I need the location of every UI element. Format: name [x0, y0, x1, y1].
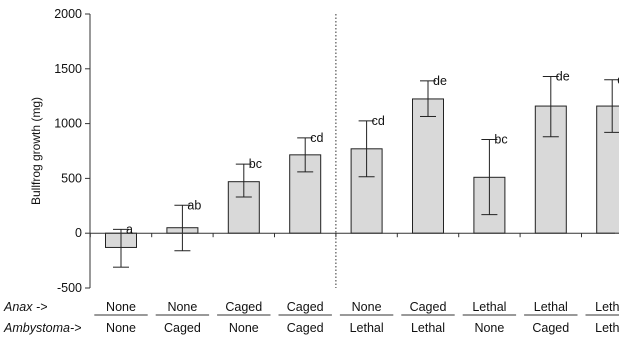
treatment-label: Lethal — [595, 321, 619, 335]
treatment-label: None — [106, 300, 136, 314]
significance-label: cd — [310, 131, 323, 145]
treatment-label: Caged — [287, 321, 324, 335]
treatment-label: None — [229, 321, 259, 335]
y-axis-label: Bullfrog growth (mg) — [29, 97, 43, 205]
treatment-label: None — [474, 321, 504, 335]
y-tick-label: 2000 — [54, 7, 82, 21]
y-tick-label: 1500 — [54, 62, 82, 76]
significance-label: de — [617, 73, 619, 87]
significance-label: de — [556, 69, 570, 83]
significance-label: cd — [372, 114, 385, 128]
bar — [412, 98, 444, 234]
y-tick-label: 500 — [61, 171, 82, 185]
treatment-label: Caged — [410, 300, 447, 314]
treatment-label: Lethal — [411, 321, 445, 335]
treatment-label: Caged — [287, 300, 324, 314]
treatment-label: Lethal — [472, 300, 506, 314]
significance-label: a — [126, 222, 133, 236]
treatment-label: Caged — [164, 321, 201, 335]
y-tick-label: -500 — [57, 281, 82, 295]
treatment-label: Caged — [532, 321, 569, 335]
significance-label: bc — [249, 157, 262, 171]
y-tick-label: 1000 — [54, 117, 82, 131]
significance-label: de — [433, 74, 447, 88]
treatment-label: None — [167, 300, 197, 314]
treatment-label: None — [106, 321, 136, 335]
bar — [596, 105, 619, 234]
significance-label: ab — [187, 198, 201, 212]
treatment-label: None — [352, 300, 382, 314]
treatment-label: Lethal — [595, 300, 619, 314]
treatment-label: Caged — [225, 300, 262, 314]
y-tick-label: 0 — [75, 226, 82, 240]
row-header: Ambystoma-> — [3, 321, 81, 335]
significance-label: bc — [494, 132, 507, 146]
row-header: Anax -> — [3, 300, 47, 314]
treatment-label: Lethal — [534, 300, 568, 314]
treatment-label: Lethal — [350, 321, 384, 335]
